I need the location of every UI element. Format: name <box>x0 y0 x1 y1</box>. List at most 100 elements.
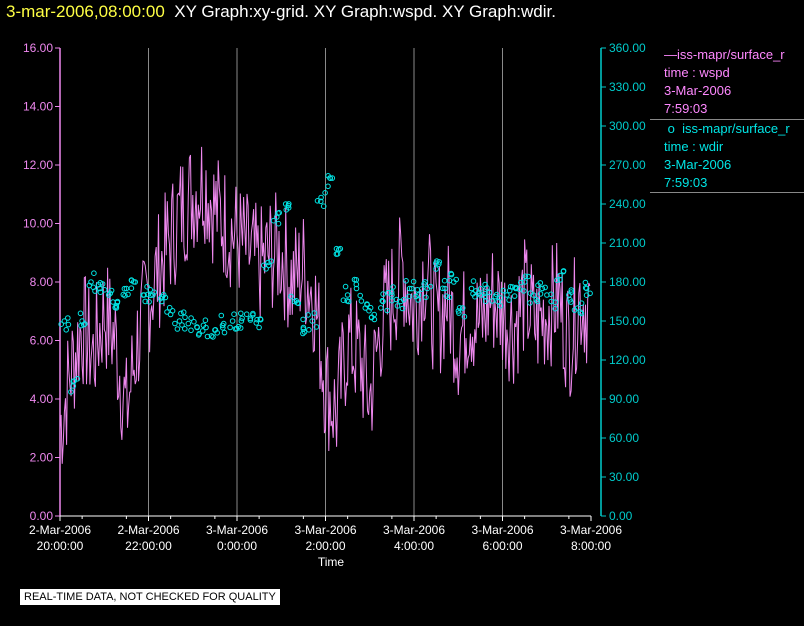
wdir-point <box>344 292 351 298</box>
wdir-point <box>107 290 114 297</box>
legend-wspd[interactable]: —iss-mapr/surface_r time : wspd 3-Mar-20… <box>664 46 804 118</box>
wdir-point <box>176 318 183 324</box>
wdir-point <box>99 281 106 287</box>
wdir-point <box>560 268 567 275</box>
wdir-point <box>182 326 188 332</box>
wdir-point <box>518 279 524 286</box>
wdir-point <box>169 308 176 314</box>
legend-divider <box>650 192 804 193</box>
right-tick-label: 180.00 <box>609 275 646 289</box>
wdir-point <box>114 299 121 306</box>
wdir-point <box>125 291 131 298</box>
wdir-point <box>188 315 194 321</box>
wdir-point <box>220 325 226 331</box>
wspd-series <box>59 146 591 464</box>
wdir-point <box>322 190 328 196</box>
wdir-point <box>378 305 384 311</box>
title-bar: 3-mar-2006,08:00:00 XY Graph:xy-grid. XY… <box>6 2 556 22</box>
right-tick-label: 150.00 <box>609 314 646 328</box>
wdir-point <box>433 266 439 272</box>
wdir-point <box>539 285 546 292</box>
wdir-point <box>353 277 360 283</box>
wdir-point <box>147 292 154 299</box>
wdir-point <box>552 305 559 312</box>
wdir-point <box>475 290 482 297</box>
wdir-point <box>408 285 415 292</box>
wdir-point <box>507 283 514 290</box>
wdir-point <box>504 292 510 298</box>
wdir-point <box>77 310 84 317</box>
wdir-point <box>400 296 407 303</box>
left-tick-label: 12.00 <box>23 158 53 172</box>
wdir-point <box>314 198 321 204</box>
wdir-point <box>78 322 84 329</box>
wdir-point <box>101 287 108 293</box>
wdir-point <box>544 292 550 298</box>
left-tick-label: 16.00 <box>23 41 53 55</box>
wdir-point <box>121 285 128 292</box>
wdir-point <box>150 292 156 298</box>
right-tick-label: 360.00 <box>609 41 646 55</box>
wdir-point <box>527 290 534 297</box>
x-tick-time: 22:00:00 <box>125 539 172 553</box>
wdir-point <box>461 313 468 320</box>
wdir-point <box>325 183 331 190</box>
legend-divider <box>650 119 804 120</box>
wdir-point <box>65 321 72 328</box>
wdir-point <box>513 284 519 291</box>
wdir-point <box>357 292 364 299</box>
wdir-point <box>219 322 226 329</box>
wdir-point <box>108 287 115 294</box>
wdir-point <box>105 292 112 298</box>
left-tick-label: 4.00 <box>30 392 54 406</box>
wdir-point <box>406 293 412 300</box>
wdir-point <box>456 305 463 311</box>
wdir-point <box>65 315 71 321</box>
wdir-point <box>196 330 202 337</box>
wdir-point <box>257 316 264 323</box>
wdir-point <box>204 333 211 340</box>
wdir-point <box>527 300 533 306</box>
wdir-point <box>442 285 448 292</box>
wdir-point <box>180 309 187 316</box>
wdir-point <box>221 329 228 336</box>
right-tick-label: 30.00 <box>609 470 639 484</box>
wdir-point <box>263 266 269 272</box>
wdir-point <box>389 297 395 304</box>
wdir-point <box>166 304 173 311</box>
wdir-point <box>571 307 578 313</box>
wdir-point <box>486 289 493 296</box>
wdir-point <box>497 295 504 301</box>
wdir-point <box>194 324 200 330</box>
wdir-point <box>142 298 148 305</box>
left-tick-label: 10.00 <box>23 217 53 231</box>
wdir-point <box>68 389 74 395</box>
wdir-point <box>185 320 192 327</box>
wdir-point <box>340 297 347 304</box>
x-axis-label: Time <box>318 555 345 569</box>
right-tick-label: 0.00 <box>609 509 633 523</box>
wdir-point <box>393 296 400 303</box>
wdir-point <box>552 299 559 306</box>
wdir-point <box>239 315 245 322</box>
wdir-point <box>306 327 312 333</box>
wdir-point <box>456 310 462 316</box>
wdir-point <box>410 278 417 285</box>
wdir-point <box>333 245 340 252</box>
wdir-point <box>583 285 590 292</box>
right-tick-label: 330.00 <box>609 80 646 94</box>
right-tick-label: 90.00 <box>609 392 639 406</box>
wdir-point <box>199 328 206 334</box>
left-tick-label: 14.00 <box>23 100 53 114</box>
wdir-point <box>214 330 220 336</box>
wdir-point <box>97 289 104 296</box>
legend-wdir[interactable]: o iss-mapr/surface_r time : wdir 3-Mar-2… <box>664 120 804 192</box>
x-tick-date: 3-Mar-2006 <box>294 523 356 537</box>
wdir-point <box>385 289 392 296</box>
wdir-point <box>423 294 429 301</box>
wdir-point <box>318 198 324 205</box>
legend-wspd-name: —iss-mapr/surface_r <box>664 47 785 62</box>
wdir-point <box>146 299 152 305</box>
wdir-point <box>441 277 448 284</box>
wdir-point <box>534 298 541 305</box>
